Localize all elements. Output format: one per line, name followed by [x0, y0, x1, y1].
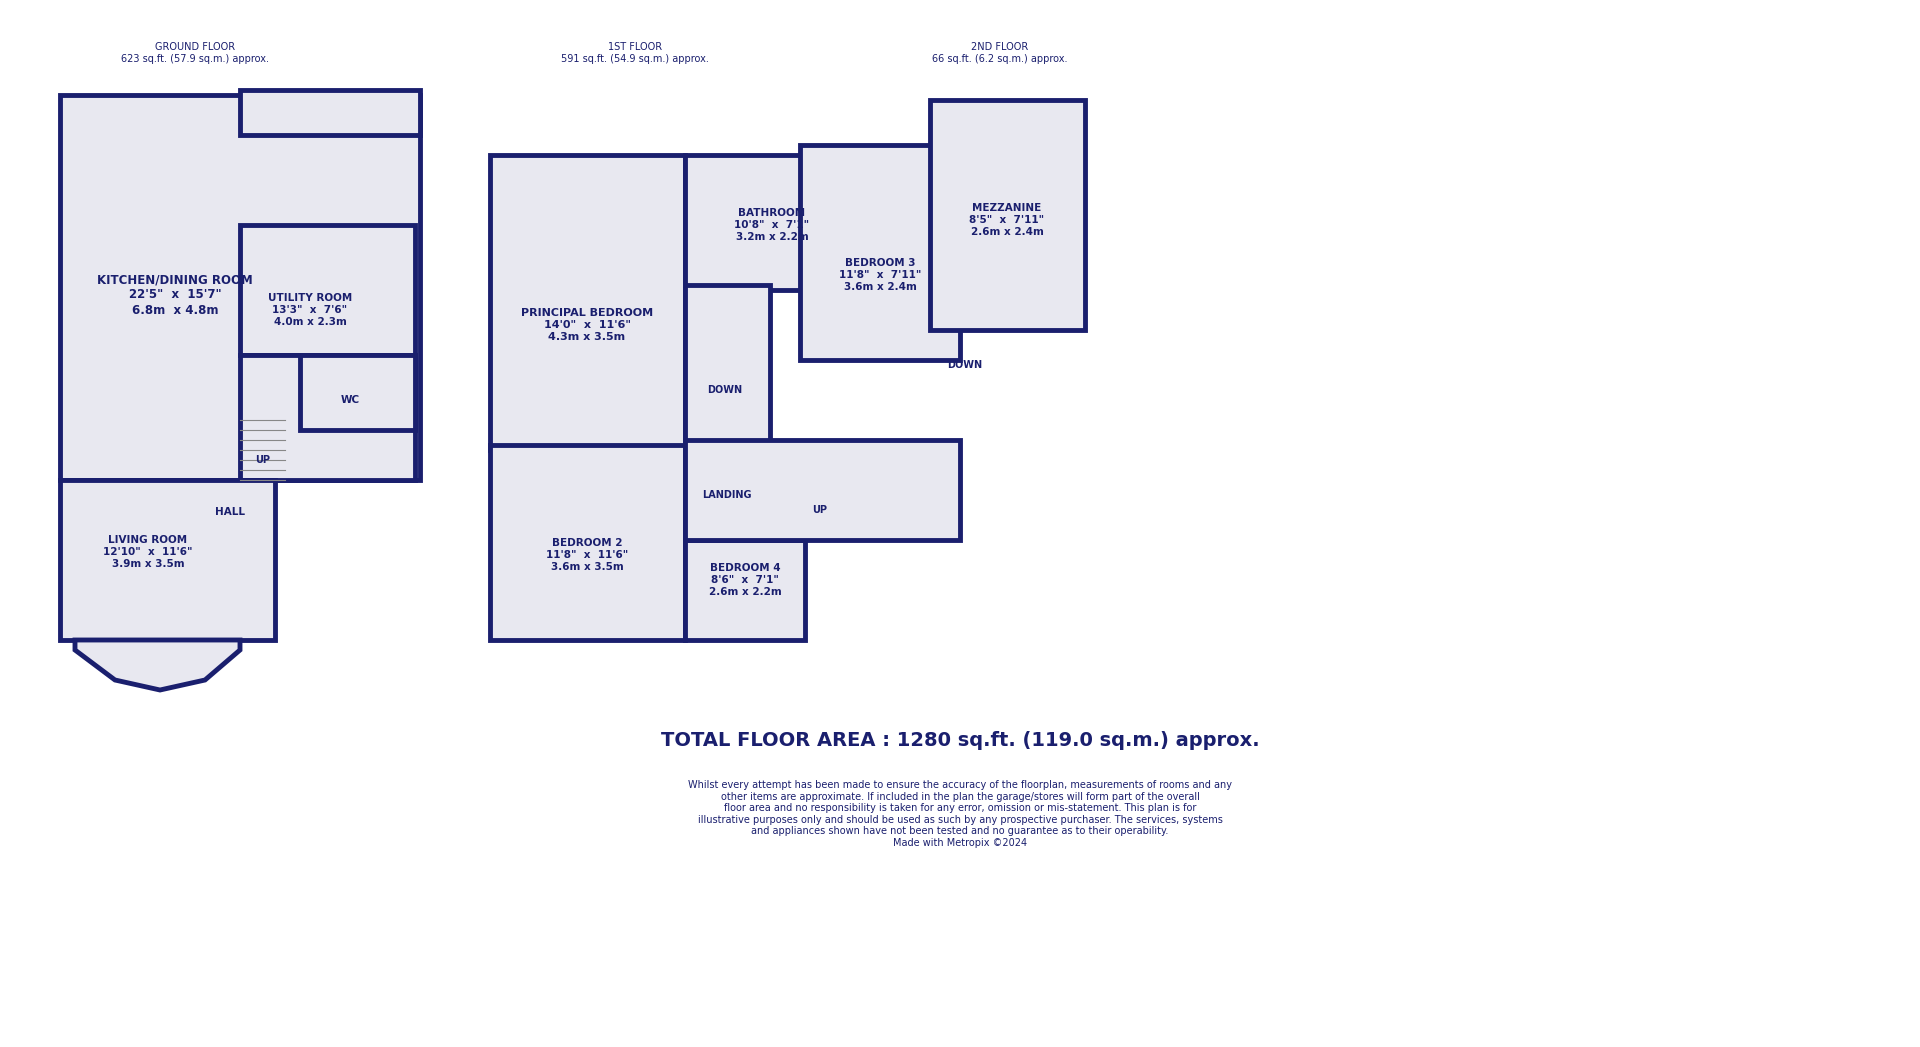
- Text: 2ND FLOOR
66 sq.ft. (6.2 sq.m.) approx.: 2ND FLOOR 66 sq.ft. (6.2 sq.m.) approx.: [933, 42, 1068, 64]
- Bar: [929, 101, 1085, 330]
- Text: UP: UP: [812, 505, 828, 515]
- Text: KITCHEN/DINING ROOM
22'5"  x  15'7"
6.8m  x 4.8m: KITCHEN/DINING ROOM 22'5" x 15'7" 6.8m x…: [98, 273, 253, 316]
- Bar: [300, 355, 415, 430]
- Bar: [240, 90, 420, 135]
- Text: UTILITY ROOM
13'3"  x  7'6"
4.0m x 2.3m: UTILITY ROOM 13'3" x 7'6" 4.0m x 2.3m: [269, 293, 351, 327]
- Text: LIVING ROOM
12'10"  x  11'6"
3.9m x 3.5m: LIVING ROOM 12'10" x 11'6" 3.9m x 3.5m: [104, 535, 192, 569]
- Bar: [60, 95, 420, 480]
- Bar: [685, 285, 770, 450]
- Text: DOWN: DOWN: [947, 360, 983, 370]
- Text: Whilst every attempt has been made to ensure the accuracy of the floorplan, meas: Whilst every attempt has been made to en…: [687, 780, 1233, 848]
- Text: TOTAL FLOOR AREA : 1280 sq.ft. (119.0 sq.m.) approx.: TOTAL FLOOR AREA : 1280 sq.ft. (119.0 sq…: [660, 731, 1260, 750]
- Bar: [685, 440, 960, 540]
- Text: DOWN: DOWN: [707, 385, 743, 395]
- Text: MEZZANINE
8'5"  x  7'11"
2.6m x 2.4m: MEZZANINE 8'5" x 7'11" 2.6m x 2.4m: [970, 203, 1044, 237]
- Text: BEDROOM 2
11'8"  x  11'6"
3.6m x 3.5m: BEDROOM 2 11'8" x 11'6" 3.6m x 3.5m: [545, 538, 628, 572]
- Text: WC: WC: [340, 395, 359, 405]
- Bar: [685, 155, 860, 290]
- Bar: [685, 450, 801, 510]
- Bar: [240, 355, 415, 480]
- Bar: [490, 155, 685, 450]
- Text: 1ST FLOOR
591 sq.ft. (54.9 sq.m.) approx.: 1ST FLOOR 591 sq.ft. (54.9 sq.m.) approx…: [561, 42, 708, 64]
- Bar: [490, 445, 685, 640]
- Text: BEDROOM 3
11'8"  x  7'11"
3.6m x 2.4m: BEDROOM 3 11'8" x 7'11" 3.6m x 2.4m: [839, 259, 922, 292]
- Text: UP: UP: [255, 455, 271, 465]
- Polygon shape: [60, 480, 275, 640]
- Text: LANDING: LANDING: [703, 490, 753, 500]
- Text: HALL: HALL: [215, 507, 246, 517]
- Polygon shape: [75, 640, 240, 690]
- Text: PRINCIPAL BEDROOM
14'0"  x  11'6"
4.3m x 3.5m: PRINCIPAL BEDROOM 14'0" x 11'6" 4.3m x 3…: [520, 309, 653, 341]
- Text: GROUND FLOOR
623 sq.ft. (57.9 sq.m.) approx.: GROUND FLOOR 623 sq.ft. (57.9 sq.m.) app…: [121, 42, 269, 64]
- Bar: [685, 540, 804, 640]
- Text: BEDROOM 4
8'6"  x  7'1"
2.6m x 2.2m: BEDROOM 4 8'6" x 7'1" 2.6m x 2.2m: [708, 563, 781, 597]
- Bar: [801, 144, 960, 360]
- Bar: [240, 225, 415, 355]
- Text: BATHROOM
10'8"  x  7'1"
3.2m x 2.2m: BATHROOM 10'8" x 7'1" 3.2m x 2.2m: [735, 208, 810, 242]
